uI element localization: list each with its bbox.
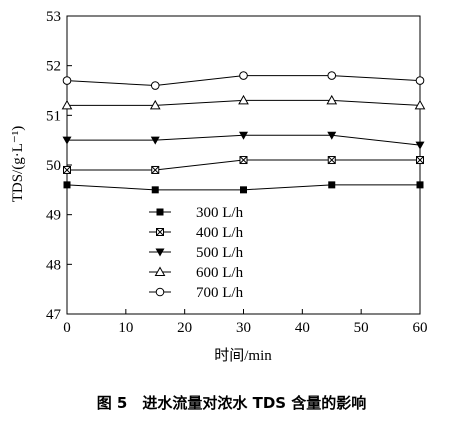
data-point bbox=[326, 94, 338, 105]
x-tick-label: 20 bbox=[177, 320, 192, 336]
series bbox=[62, 131, 425, 150]
legend-label: 500 L/h bbox=[196, 245, 244, 261]
y-tick-label: 49 bbox=[46, 208, 61, 224]
data-point bbox=[150, 136, 160, 145]
tds-line-chart: 0 10 20 30 40 50 60 47 48 49 50 51 52 53 300 L/h 400 L… bbox=[10, 9, 428, 364]
legend-entry: 700 L/h bbox=[149, 285, 244, 301]
y-tick-label: 50 bbox=[46, 158, 61, 174]
x-tick-label: 40 bbox=[295, 320, 310, 336]
legend-entry: 500 L/h bbox=[149, 245, 244, 261]
legend-marker bbox=[156, 208, 164, 216]
y-tick-label: 53 bbox=[46, 9, 61, 25]
data-point bbox=[327, 71, 337, 80]
legend-label: 700 L/h bbox=[196, 285, 244, 301]
y-tick-label: 48 bbox=[46, 257, 61, 273]
x-tick-label: 50 bbox=[354, 320, 369, 336]
y-tick-label: 51 bbox=[46, 108, 61, 124]
data-point bbox=[62, 136, 72, 145]
x-axis-title: 时间/min bbox=[214, 347, 272, 364]
legend-label: 300 L/h bbox=[196, 205, 244, 221]
data-point bbox=[416, 156, 424, 165]
data-point bbox=[240, 186, 247, 194]
data-point bbox=[63, 181, 71, 189]
legend-entry: 600 L/h bbox=[149, 265, 244, 281]
data-point bbox=[150, 81, 160, 90]
data-point bbox=[238, 94, 249, 105]
data-point bbox=[151, 186, 159, 194]
data-point bbox=[61, 99, 73, 110]
legend-entry: 300 L/h bbox=[149, 205, 244, 221]
data-point bbox=[414, 99, 426, 110]
series bbox=[63, 181, 424, 194]
data-point bbox=[327, 131, 337, 140]
legend-label: 600 L/h bbox=[196, 265, 244, 281]
legend-label: 400 L/h bbox=[196, 225, 244, 241]
data-point bbox=[327, 156, 336, 165]
data-point bbox=[62, 76, 72, 85]
legend-marker bbox=[155, 287, 165, 297]
data-point bbox=[149, 99, 161, 110]
series bbox=[63, 156, 424, 174]
data-point bbox=[239, 131, 248, 140]
series bbox=[62, 71, 425, 90]
x-tick-label: 0 bbox=[63, 320, 71, 336]
plot-frame bbox=[66, 15, 421, 315]
data-point bbox=[239, 156, 248, 165]
series bbox=[61, 94, 426, 110]
data-point bbox=[416, 181, 424, 189]
figure-caption: 图 5 进水流量对浓水 TDS 含量的影响 bbox=[96, 394, 367, 412]
legend-marker bbox=[154, 266, 166, 276]
data-point bbox=[63, 165, 71, 174]
data-point bbox=[151, 165, 160, 174]
legend-entry: 400 L/h bbox=[149, 225, 244, 241]
x-tick-label: 60 bbox=[413, 320, 428, 336]
x-tick-label: 30 bbox=[236, 320, 251, 336]
data-point bbox=[328, 181, 336, 189]
data-point bbox=[415, 76, 425, 85]
y-tick-label: 52 bbox=[46, 59, 61, 75]
x-tick-label: 10 bbox=[118, 320, 133, 336]
y-tick-label: 47 bbox=[46, 307, 62, 323]
data-point bbox=[415, 141, 425, 150]
data-point bbox=[239, 71, 248, 80]
y-axis-title: TDS/(g·L⁻¹) bbox=[10, 126, 26, 203]
legend-marker bbox=[156, 228, 164, 236]
legend-marker bbox=[155, 248, 165, 257]
